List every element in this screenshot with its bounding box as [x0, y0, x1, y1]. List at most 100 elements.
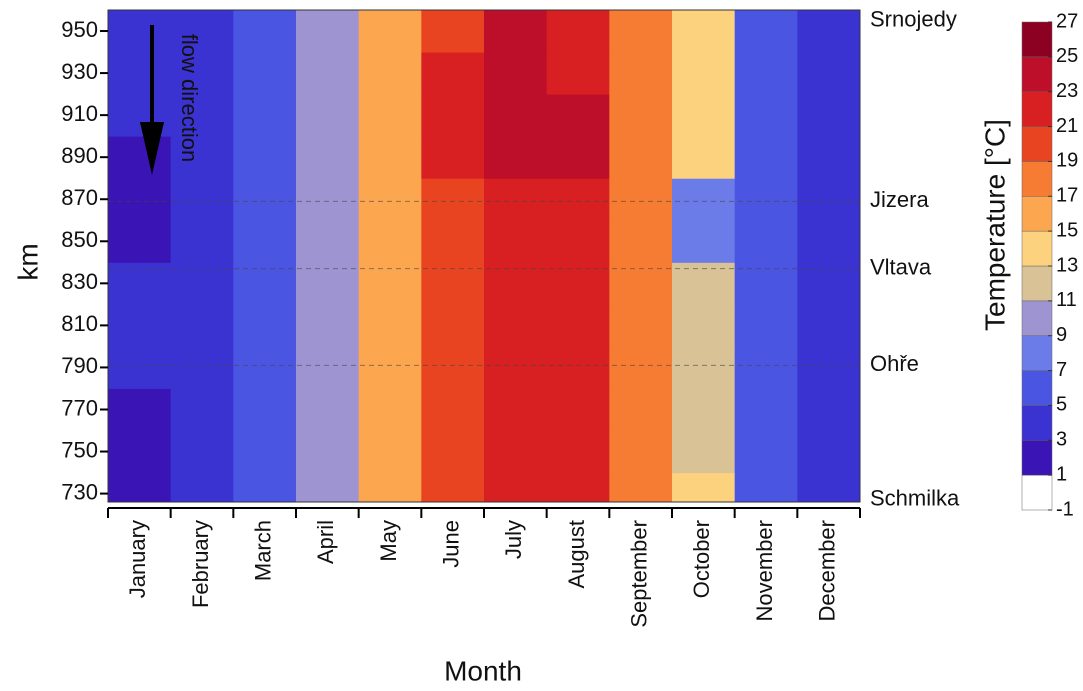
y-tick-label: 810 [61, 311, 98, 336]
colorbar-tick-label: 3 [1056, 429, 1067, 451]
colorbar-tick-label: 15 [1056, 219, 1078, 241]
heatmap-cell [296, 472, 360, 503]
heatmap-cell [170, 178, 234, 221]
colorbar-tick-label: 23 [1056, 80, 1078, 102]
heatmap-cell [546, 304, 610, 347]
heatmap-cell [170, 220, 234, 263]
colorbar-band [1021, 370, 1053, 406]
heatmap-cell [358, 388, 422, 432]
heatmap-cell [233, 472, 297, 503]
heatmap-cell [672, 346, 736, 389]
heatmap-cell [421, 472, 485, 503]
heatmap-cell [797, 178, 861, 221]
y-tick-label: 730 [61, 479, 98, 504]
y-tick-label: 930 [61, 59, 98, 84]
heatmap-cell [609, 136, 673, 179]
colorbar-band [1021, 440, 1053, 476]
heatmap-cell [734, 94, 798, 137]
heatmap-cell [358, 136, 422, 179]
x-tick-label: June [438, 520, 463, 568]
heatmap-cell [734, 178, 798, 221]
colorbar-title: Temperature [°C] [979, 119, 1010, 331]
river-label: Vltava [870, 254, 932, 279]
heatmap-cell [421, 388, 485, 432]
heatmap-cell [233, 136, 297, 179]
heatmap-cell [546, 388, 610, 432]
heatmap-cell [170, 388, 234, 432]
heatmap-cell [484, 304, 548, 347]
heatmap-cell [108, 136, 172, 179]
y-tick-label: 770 [61, 395, 98, 420]
colorbar-band [1021, 265, 1053, 302]
y-tick-label: 870 [61, 185, 98, 210]
y-tick-label: 850 [61, 227, 98, 252]
heatmap-cell [797, 220, 861, 263]
x-tick-label: November [752, 520, 777, 621]
heatmap-cell [296, 388, 360, 432]
y-tick-label: 790 [61, 353, 98, 378]
heatmap-cell [734, 136, 798, 179]
colorbar-band [1021, 230, 1053, 267]
heatmap-cell [484, 220, 548, 263]
heatmap-cell [484, 10, 548, 53]
heatmap-cell [421, 346, 485, 389]
heatmap-cell [546, 178, 610, 221]
colorbar-tick-label: -1 [1056, 498, 1074, 520]
heatmap-cell [108, 472, 172, 503]
heatmap-cell [672, 94, 736, 137]
heatmap-cell [797, 430, 861, 474]
heatmap-cell [609, 472, 673, 503]
heatmap-cell [734, 304, 798, 347]
heatmap-cell [358, 430, 422, 474]
heatmap-cell [170, 262, 234, 305]
heatmap-cell [672, 304, 736, 347]
heatmap-cell [546, 346, 610, 389]
heatmap-cell [296, 178, 360, 221]
colorbar-tick-label: 21 [1056, 115, 1078, 137]
y-tick-label: 750 [61, 437, 98, 462]
colorbar-tick-label: 1 [1056, 463, 1067, 485]
heatmap-cell [233, 430, 297, 474]
heatmap-cell [108, 304, 172, 347]
heatmap-cell [797, 388, 861, 432]
x-tick-label: August [564, 520, 589, 589]
x-tick-label: January [125, 520, 150, 598]
heatmap-cell [358, 220, 422, 263]
flow-arrow [140, 25, 164, 175]
heatmap-cell [296, 52, 360, 95]
heatmap-cell [734, 472, 798, 503]
colorbar-band [1021, 21, 1053, 58]
heatmap-cell [296, 304, 360, 347]
heatmap-cell [108, 346, 172, 389]
heatmap-cell [108, 388, 172, 432]
heatmap-cell [421, 304, 485, 347]
heatmap-cell [734, 346, 798, 389]
heatmap-cell [170, 136, 234, 179]
heatmap-cell [233, 388, 297, 432]
heatmap-cell [734, 10, 798, 53]
heatmap-cell [734, 262, 798, 305]
heatmap-cell [233, 10, 297, 53]
heatmap-cell [546, 10, 610, 53]
x-axis-title: Month [444, 655, 522, 686]
heatmap-cell [358, 94, 422, 137]
heatmap-cell [672, 136, 736, 179]
heatmap-cell [609, 388, 673, 432]
heatmap-cell [170, 52, 234, 95]
heatmap-cell [358, 304, 422, 347]
heatmap-cell [484, 94, 548, 137]
heatmap-cell [484, 388, 548, 432]
heatmap-cell [734, 220, 798, 263]
heatmap-cell [108, 220, 172, 263]
colorbar-band [1021, 91, 1053, 127]
x-tick-label: March [250, 520, 275, 581]
heatmap-cell [170, 472, 234, 503]
heatmap-cell [358, 472, 422, 503]
heatmap-cell [797, 52, 861, 95]
heatmap-cell [421, 10, 485, 53]
river-label: Jizera [870, 187, 929, 212]
heatmap-cell [672, 472, 736, 503]
river-label: Schmilka [870, 486, 960, 511]
heatmap [108, 10, 861, 503]
colorbar-tick-label: 17 [1056, 185, 1078, 207]
